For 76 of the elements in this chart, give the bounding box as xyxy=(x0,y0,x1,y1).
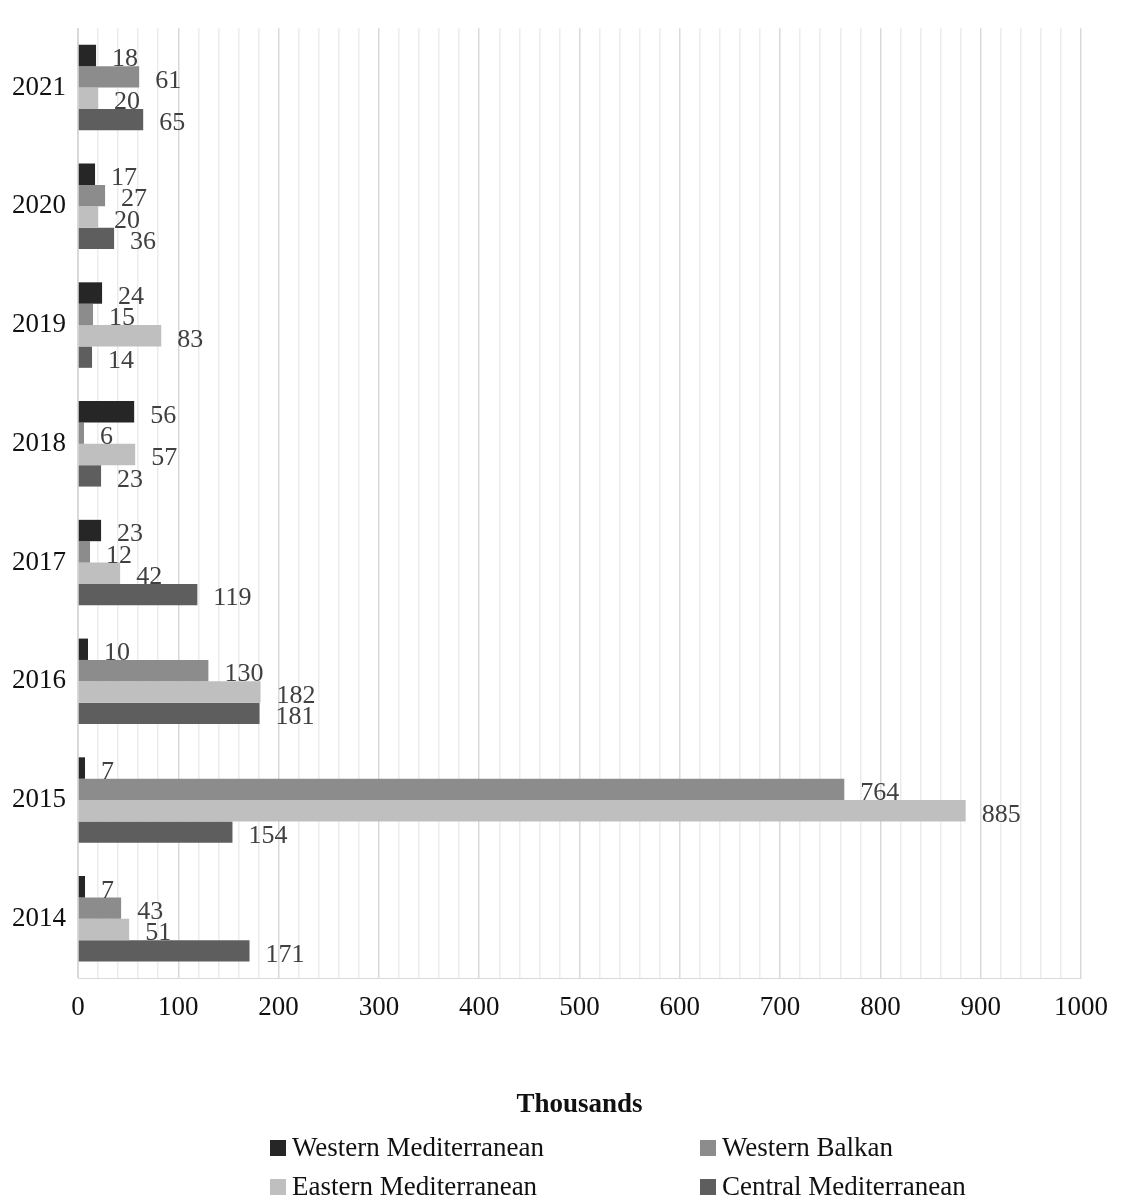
y-tick-label: 2016 xyxy=(12,664,66,695)
bar xyxy=(78,659,209,682)
data-label: 154 xyxy=(248,819,288,849)
y-tick-label: 2015 xyxy=(12,783,66,814)
bar xyxy=(78,44,97,67)
y-tick-label: 2019 xyxy=(12,308,66,339)
legend-label: Western Balkan xyxy=(722,1132,894,1163)
data-label: 57 xyxy=(151,442,178,472)
data-label: 23 xyxy=(117,463,144,493)
bar xyxy=(78,918,130,941)
legend-label: Western Mediterranean xyxy=(292,1132,544,1163)
data-label: 61 xyxy=(155,64,182,94)
bar xyxy=(78,583,198,606)
data-label: 20 xyxy=(114,86,141,116)
data-label: 764 xyxy=(860,777,900,807)
bar xyxy=(78,163,96,185)
bar xyxy=(78,422,85,444)
x-tick-label: 1000 xyxy=(1054,991,1108,1022)
y-tick-label: 2018 xyxy=(12,426,66,457)
y-tick-label: 2021 xyxy=(12,70,66,101)
bar xyxy=(78,778,845,801)
bar xyxy=(78,346,93,368)
bar xyxy=(78,638,89,660)
x-tick-label: 400 xyxy=(458,991,500,1022)
bar xyxy=(78,303,94,326)
bar xyxy=(78,541,91,563)
x-tick-label: 500 xyxy=(559,991,600,1022)
data-label: 130 xyxy=(224,658,264,688)
bar xyxy=(78,108,144,131)
x-axis-title: Thousands xyxy=(516,1087,643,1118)
data-label: 7 xyxy=(101,874,115,904)
x-tick-label: 300 xyxy=(358,991,400,1022)
data-label: 65 xyxy=(159,107,186,137)
bar xyxy=(78,681,261,703)
bar xyxy=(78,465,102,487)
data-label: 7 xyxy=(101,755,115,785)
data-label: 42 xyxy=(136,561,163,591)
bar xyxy=(78,519,102,542)
bar xyxy=(78,876,86,898)
legend-label: Eastern Mediterranean xyxy=(292,1171,538,1202)
bar xyxy=(78,282,103,304)
data-label: 14 xyxy=(108,344,135,374)
bar xyxy=(78,227,115,250)
y-tick-label: 2020 xyxy=(12,189,66,220)
bar xyxy=(78,562,121,584)
data-label: 885 xyxy=(981,798,1021,828)
bar xyxy=(78,702,260,725)
x-tick-label: 200 xyxy=(258,991,299,1022)
bar xyxy=(78,66,140,88)
bar xyxy=(78,821,233,843)
y-tick-label: 2017 xyxy=(12,545,66,576)
bar xyxy=(78,325,162,347)
data-label: 6 xyxy=(100,420,114,450)
bar xyxy=(78,940,250,962)
data-label: 56 xyxy=(150,399,177,429)
legend-label: Central Mediterranean xyxy=(722,1171,966,1202)
x-tick-label: 600 xyxy=(659,991,701,1022)
data-label: 83 xyxy=(177,323,204,353)
x-tick-label: 0 xyxy=(71,991,85,1022)
bar xyxy=(78,87,99,109)
data-label: 171 xyxy=(265,938,305,968)
x-tick-label: 700 xyxy=(759,991,801,1022)
bar xyxy=(78,757,86,779)
x-tick-label: 100 xyxy=(158,991,199,1022)
bar xyxy=(78,206,99,228)
bar xyxy=(78,401,135,423)
bar xyxy=(78,897,122,919)
data-label: 119 xyxy=(213,582,252,612)
bar xyxy=(78,443,136,466)
data-label: 10 xyxy=(104,637,131,667)
data-label: 18 xyxy=(112,43,139,73)
x-tick-label: 900 xyxy=(960,991,1001,1022)
bar xyxy=(78,184,106,207)
y-tick-label: 2014 xyxy=(12,901,67,932)
x-tick-label: 800 xyxy=(860,991,901,1022)
bar xyxy=(78,800,966,822)
